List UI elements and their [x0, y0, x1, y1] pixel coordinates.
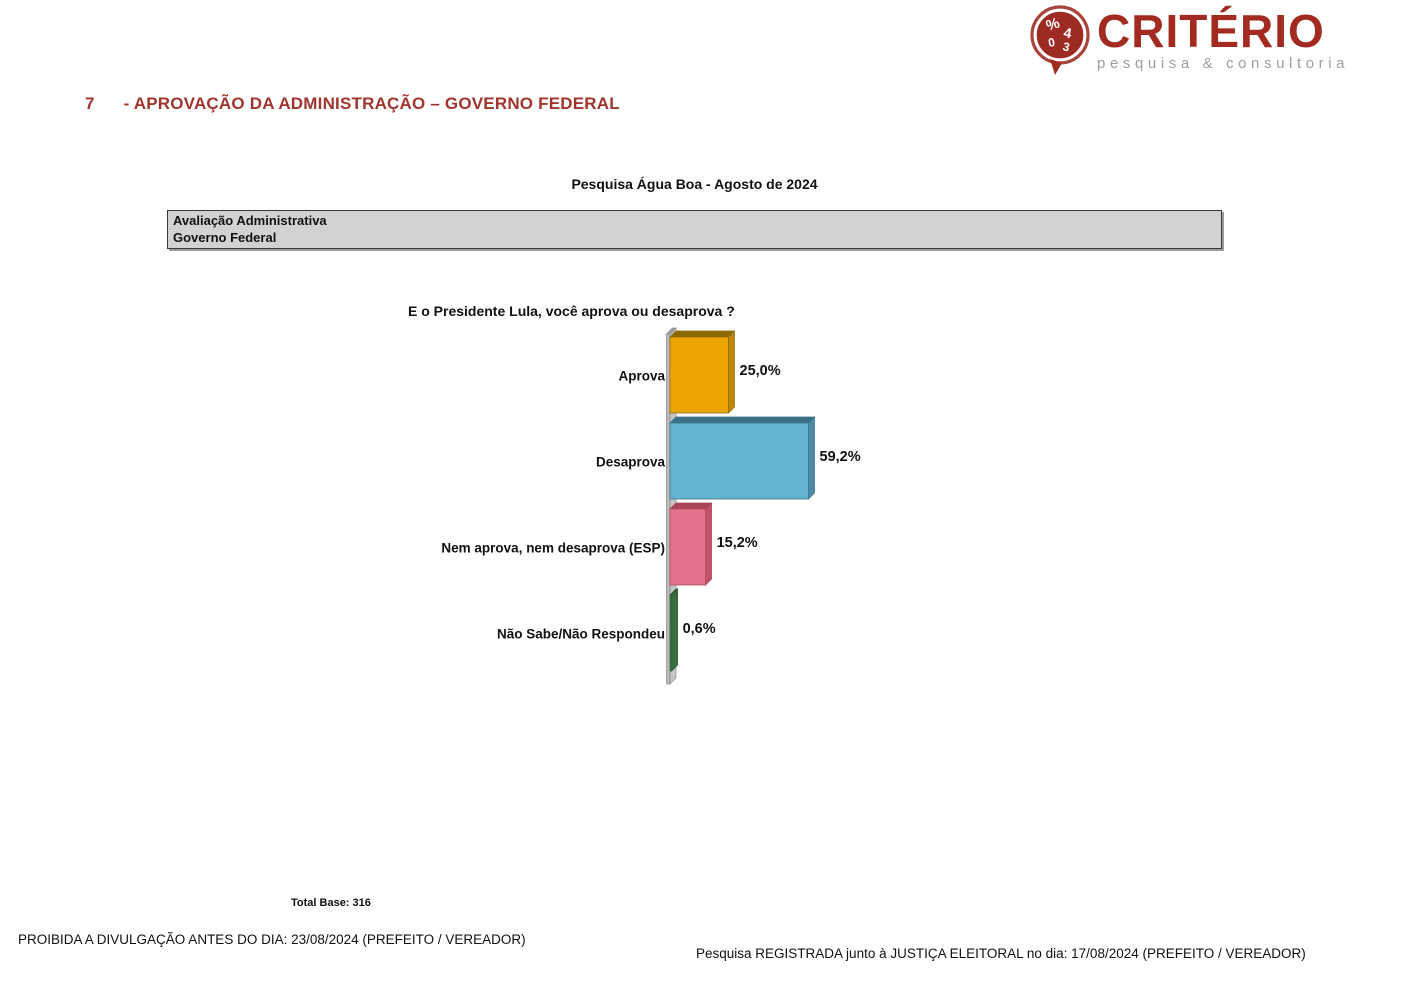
bar-chart-svg: Aprova 25,0% Desaprova 59,2% Nem aprova, nem… — [441, 327, 861, 685]
bar-group-3: Não Sabe/Não Respondeu 0,6% — [497, 588, 716, 672]
section-title: - APROVAÇÃO DA ADMINISTRAÇÃO – GOVERNO F… — [123, 94, 620, 113]
chart-header-box: Avaliação Administrativa Governo Federal — [167, 210, 1222, 249]
criterio-logo-icon: % 40 3 — [1030, 5, 1090, 75]
logo-icon-glyph: % — [1044, 15, 1062, 35]
bar-side-face — [671, 588, 678, 672]
bar-front-face — [669, 594, 672, 672]
logo-icon-tag — [1050, 59, 1062, 75]
bar-category-label: Desaprova — [596, 455, 666, 470]
bar-front-face — [669, 422, 809, 500]
section-number: 7 — [85, 94, 95, 113]
header-box-line-2: Governo Federal — [173, 229, 277, 245]
bar-value-label: 0,6% — [683, 621, 716, 637]
bar-group-0: Aprova 25,0% — [618, 330, 781, 414]
bar-side-face — [728, 330, 735, 414]
criterio-logo: % 4 0 3 CRITÉRIO pesquisa & consultoria — [1028, 4, 1349, 76]
bar-top-face — [669, 416, 816, 424]
bar-front-face — [669, 508, 706, 586]
logo-icon-glyph: 4 — [1062, 24, 1073, 41]
bar-category-label: Aprova — [618, 369, 665, 384]
bar-value-label: 25,0% — [740, 363, 781, 379]
bar-side-face — [808, 416, 815, 500]
footer-embargo: PROIBIDA A DIVULGAÇÃO ANTES DO DIA: 23/0… — [18, 932, 526, 947]
footer-registration: Pesquisa REGISTRADA junto à JUSTIÇA ELEI… — [696, 946, 1306, 961]
chart-question: E o Presidente Lula, você aprova ou desa… — [408, 303, 735, 319]
logo-icon-glyph: 0 — [1047, 35, 1056, 50]
logo-wordmark: CRITÉRIO — [1097, 5, 1325, 57]
chart-title: Pesquisa Água Boa - Agosto de 2024 — [571, 176, 818, 192]
bar-group-2: Nem aprova, nem desaprova (ESP) 15,2% — [441, 502, 758, 586]
bar-front-face — [669, 336, 729, 414]
logo-icon-glyphs: % 40 3 — [1044, 15, 1073, 55]
bar-category-label: Não Sabe/Não Respondeu — [497, 627, 665, 642]
logo-icon-glyph: 3 — [1061, 39, 1071, 54]
section-heading: 7 - APROVAÇÃO DA ADMINISTRAÇÃO – GOVERNO… — [85, 94, 620, 114]
bar-value-label: 59,2% — [820, 449, 861, 465]
bar-side-face — [705, 502, 712, 586]
bar-category-label: Nem aprova, nem desaprova (ESP) — [441, 541, 665, 556]
bar-value-label: 15,2% — [717, 535, 758, 551]
bar-top-face — [669, 502, 713, 510]
header-box-line-1: Avaliação Administrativa — [173, 213, 327, 228]
total-base-label: Total Base: 316 — [291, 897, 371, 909]
bar-group-1: Desaprova 59,2% — [596, 416, 861, 500]
logo-tagline: pesquisa & consultoria — [1097, 55, 1350, 72]
axis-wall-front — [666, 333, 671, 685]
bar-top-face — [669, 330, 736, 338]
